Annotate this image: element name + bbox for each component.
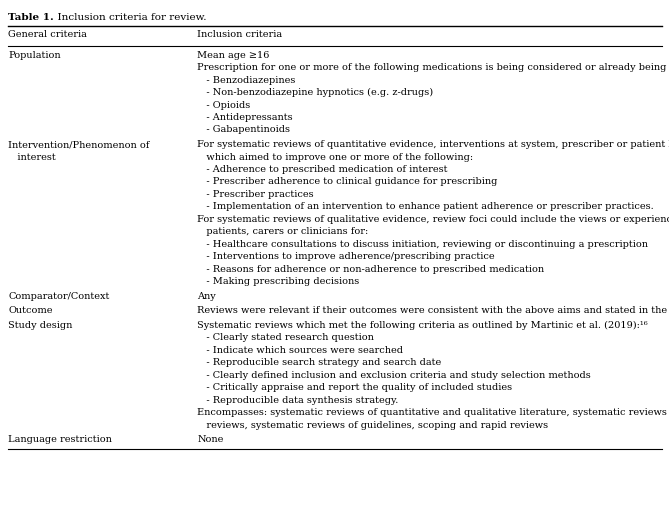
Text: General criteria: General criteria	[8, 30, 87, 39]
Text: reviews, systematic reviews of guidelines, scoping and rapid reviews: reviews, systematic reviews of guideline…	[197, 420, 549, 430]
Text: For systematic reviews of qualitative evidence, review foci could include the vi: For systematic reviews of qualitative ev…	[197, 215, 669, 224]
Text: patients, carers or clinicians for:: patients, carers or clinicians for:	[197, 227, 369, 236]
Text: - Antidepressants: - Antidepressants	[197, 113, 293, 122]
Text: Population: Population	[8, 51, 61, 60]
Text: Language restriction: Language restriction	[8, 435, 112, 444]
Text: - Implementation of an intervention to enhance patient adherence or prescriber p: - Implementation of an intervention to e…	[197, 202, 654, 211]
Text: - Non-benzodiazepine hypnotics (e.g. z-drugs): - Non-benzodiazepine hypnotics (e.g. z-d…	[197, 88, 434, 97]
Text: - Prescriber practices: - Prescriber practices	[197, 190, 314, 199]
Text: Mean age ≥16: Mean age ≥16	[197, 51, 270, 60]
Text: Prescription for one or more of the following medications is being considered or: Prescription for one or more of the foll…	[197, 63, 669, 72]
Text: - Critically appraise and report the quality of included studies: - Critically appraise and report the qua…	[197, 383, 512, 392]
Text: Encompasses: systematic reviews of quantitative and qualitative literature, syst: Encompasses: systematic reviews of quant…	[197, 408, 669, 417]
Text: Comparator/Context: Comparator/Context	[8, 292, 110, 301]
Text: - Reproducible data synthesis strategy.: - Reproducible data synthesis strategy.	[197, 396, 399, 404]
Text: which aimed to improve one or more of the following:: which aimed to improve one or more of th…	[197, 153, 474, 162]
Text: - Benzodiazepines: - Benzodiazepines	[197, 76, 296, 84]
Text: - Gabapentinoids: - Gabapentinoids	[197, 125, 290, 135]
Text: interest: interest	[8, 153, 56, 162]
Text: Study design: Study design	[8, 321, 72, 330]
Text: - Opioids: - Opioids	[197, 100, 251, 110]
Text: For systematic reviews of quantitative evidence, interventions at system, prescr: For systematic reviews of quantitative e…	[197, 140, 669, 149]
Text: Intervention/Phenomenon of: Intervention/Phenomenon of	[8, 140, 149, 149]
Text: Outcome: Outcome	[8, 306, 53, 315]
Text: - Clearly stated research question: - Clearly stated research question	[197, 333, 374, 343]
Text: - Interventions to improve adherence/prescribing practice: - Interventions to improve adherence/pre…	[197, 252, 495, 261]
Text: - Reasons for adherence or non-adherence to prescribed medication: - Reasons for adherence or non-adherence…	[197, 265, 545, 273]
Text: - Indicate which sources were searched: - Indicate which sources were searched	[197, 346, 403, 355]
Text: - Adherence to prescribed medication of interest: - Adherence to prescribed medication of …	[197, 165, 448, 174]
Text: Reviews were relevant if their outcomes were consistent with the above aims and : Reviews were relevant if their outcomes …	[197, 306, 669, 315]
Text: - Prescriber adherence to clinical guidance for prescribing: - Prescriber adherence to clinical guida…	[197, 178, 498, 186]
Text: None: None	[197, 435, 223, 444]
Text: Inclusion criteria: Inclusion criteria	[197, 30, 282, 39]
Text: Table 1.: Table 1.	[8, 13, 54, 22]
Text: Inclusion criteria for review.: Inclusion criteria for review.	[52, 13, 207, 22]
Text: - Clearly defined inclusion and exclusion criteria and study selection methods: - Clearly defined inclusion and exclusio…	[197, 371, 591, 380]
Text: Systematic reviews which met the following criteria as outlined by Martinic et a: Systematic reviews which met the followi…	[197, 321, 648, 330]
Text: - Reproducible search strategy and search date: - Reproducible search strategy and searc…	[197, 358, 442, 368]
Text: - Making prescribing decisions: - Making prescribing decisions	[197, 277, 360, 286]
Text: - Healthcare consultations to discuss initiation, reviewing or discontinuing a p: - Healthcare consultations to discuss in…	[197, 240, 648, 249]
Text: Any: Any	[197, 292, 216, 301]
